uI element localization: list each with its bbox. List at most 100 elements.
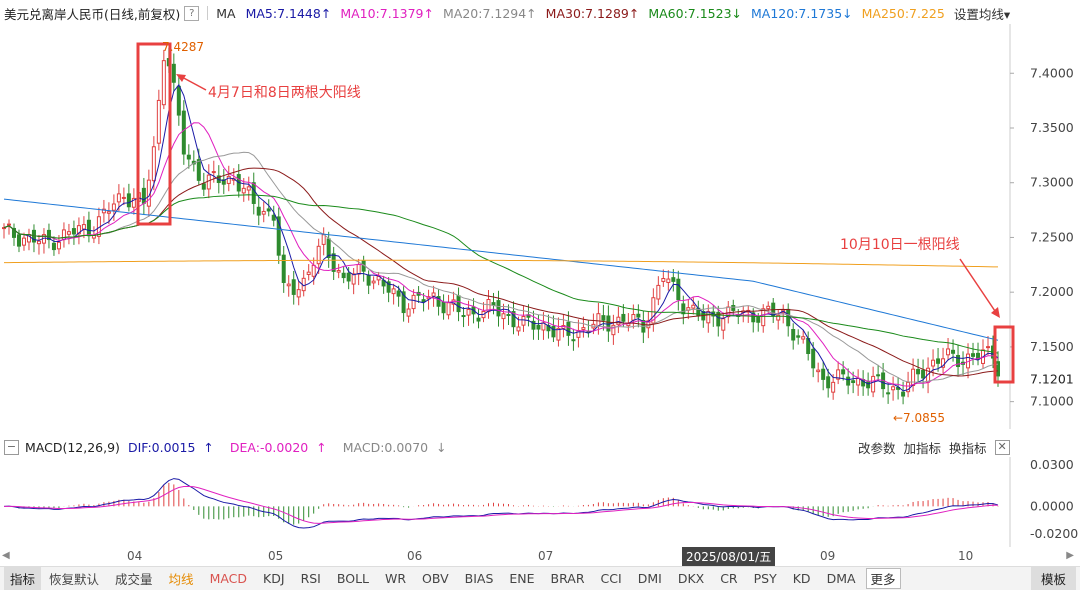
candle-body xyxy=(916,369,921,375)
ma250-line xyxy=(3,259,999,268)
tab-psy[interactable]: PSY xyxy=(753,571,777,586)
candlestick-chart[interactable]: 7.1000 7.1500 7.2000 7.2500 7.3000 7.3500 7.40… xyxy=(0,24,1080,434)
close-icon[interactable]: ✕ xyxy=(994,439,1010,455)
candle-body xyxy=(651,297,656,324)
candle-body xyxy=(996,361,1000,377)
tab-cr[interactable]: CR xyxy=(720,571,738,586)
candle-body xyxy=(536,324,541,330)
candle-body xyxy=(511,311,516,328)
template-button[interactable]: 模板 xyxy=(1030,567,1076,590)
candle-body xyxy=(151,146,156,182)
candle-body xyxy=(776,314,781,321)
candle-body xyxy=(761,308,766,327)
chart-header: 美元兑离岸人民币 (日线,前复权) ? MA MA5:7.1448↑ MA10:7… xyxy=(4,3,1010,23)
candle-body xyxy=(791,328,796,341)
candle-body xyxy=(666,278,671,284)
candle-body xyxy=(396,290,401,297)
tab-bias[interactable]: BIAS xyxy=(464,571,494,586)
tab-cci[interactable]: CCI xyxy=(600,571,622,586)
ma-settings-button[interactable]: 设置均线▾ xyxy=(954,4,1010,23)
candle-body xyxy=(571,339,576,342)
change-params-button[interactable]: 改参数 xyxy=(858,440,896,456)
candle-body xyxy=(751,312,756,323)
candle-body xyxy=(841,369,846,375)
tab-brar[interactable]: BRAR xyxy=(550,571,585,586)
candle-body xyxy=(731,304,736,311)
adjust-mode[interactable]: (日线,前复权) xyxy=(104,6,181,22)
dea-value: DEA:-0.0020 xyxy=(229,439,309,455)
low-label: ←7.0855 xyxy=(893,411,945,425)
candle-body xyxy=(221,179,226,185)
candle-body xyxy=(971,353,976,357)
indicator-tab-bar: 指标 恢复默认 成交量 均线 MACD KDJ RSI BOLL WR OBV BIAS ENE BRA… xyxy=(0,566,1080,590)
candle-body xyxy=(51,242,56,251)
candle-body xyxy=(286,283,291,287)
annotation-arrow-october xyxy=(959,258,998,315)
candle-body xyxy=(901,391,906,397)
help-icon[interactable]: ? xyxy=(184,5,200,21)
ma-item-0: MA5:7.1448↑ xyxy=(245,5,332,21)
macd-chart[interactable]: -0.0200 0.0000 0.0300 xyxy=(0,457,1080,547)
collapse-macd-icon[interactable]: − xyxy=(4,439,19,455)
candle-body xyxy=(446,302,451,316)
add-indicator-button[interactable]: 加指标 xyxy=(903,440,942,456)
candle-body xyxy=(371,280,376,284)
highlight-box-april xyxy=(136,42,172,226)
tab-rsi[interactable]: RSI xyxy=(300,571,321,586)
y-tick-label: 7.1500 xyxy=(1030,339,1074,354)
candle-body xyxy=(821,368,826,380)
scroll-right-icon[interactable]: ▶ xyxy=(1066,550,1074,561)
candle-body xyxy=(911,368,916,386)
y-tick-label: 7.3000 xyxy=(1030,175,1074,190)
switch-indicator-button[interactable]: 换指标 xyxy=(949,440,987,456)
tab-恢复默认[interactable]: 恢复默认 xyxy=(49,572,100,587)
candle-body xyxy=(756,316,761,323)
arrowhead-april xyxy=(176,74,186,82)
candle-body xyxy=(946,348,951,356)
candle-body xyxy=(281,254,286,283)
candle-body xyxy=(941,358,946,368)
x-axis: ◀ 04 05 06 07 2025/08/01/五 09 10 ▶ xyxy=(0,547,1080,566)
tab-ene[interactable]: ENE xyxy=(509,571,535,586)
tab-kd[interactable]: KD xyxy=(792,571,811,586)
candle-body xyxy=(131,197,136,208)
tab-kdj[interactable]: KDJ xyxy=(263,571,285,586)
candle-body xyxy=(951,349,956,354)
candle-body xyxy=(16,234,21,247)
candle-body xyxy=(296,289,301,298)
tab-macd[interactable]: MACD xyxy=(209,571,248,586)
tab-成交量[interactable]: 成交量 xyxy=(115,572,153,587)
candle-body xyxy=(456,295,461,313)
tab-obv[interactable]: OBV xyxy=(422,571,449,586)
candle-body xyxy=(351,273,356,285)
candle-body xyxy=(441,301,446,314)
tab-wr[interactable]: WR xyxy=(385,571,407,586)
tab-均线[interactable]: 均线 xyxy=(168,572,194,587)
candle-body xyxy=(831,381,836,393)
ma30-line xyxy=(3,167,999,377)
ma-item-3: MA30:7.1289↑ xyxy=(545,5,640,21)
tab-指标[interactable]: 指标 xyxy=(4,567,42,590)
scroll-left-icon[interactable]: ◀ xyxy=(2,550,10,561)
candle-body xyxy=(611,324,616,336)
candle-body xyxy=(436,296,441,307)
tab-dkx[interactable]: DKX xyxy=(677,571,705,586)
candle-body xyxy=(486,298,491,313)
candle-body xyxy=(116,193,121,203)
dif-line xyxy=(3,478,999,529)
tab-boll[interactable]: BOLL xyxy=(336,571,369,586)
candle-body xyxy=(476,317,481,322)
candle-body xyxy=(866,381,871,389)
y-tick-label: 7.2000 xyxy=(1030,284,1074,299)
ma60-line xyxy=(3,194,999,354)
candle-body xyxy=(66,231,71,235)
candle-body xyxy=(936,358,941,364)
candle-body xyxy=(46,229,51,241)
ma-item-2: MA20:7.1294↑ xyxy=(442,5,537,21)
candle-body xyxy=(211,171,216,174)
more-button[interactable]: 更多 xyxy=(865,568,901,589)
candle-body xyxy=(671,277,676,282)
candle-body xyxy=(246,186,251,191)
tab-dma[interactable]: DMA xyxy=(826,571,856,586)
tab-dmi[interactable]: DMI xyxy=(637,571,662,586)
